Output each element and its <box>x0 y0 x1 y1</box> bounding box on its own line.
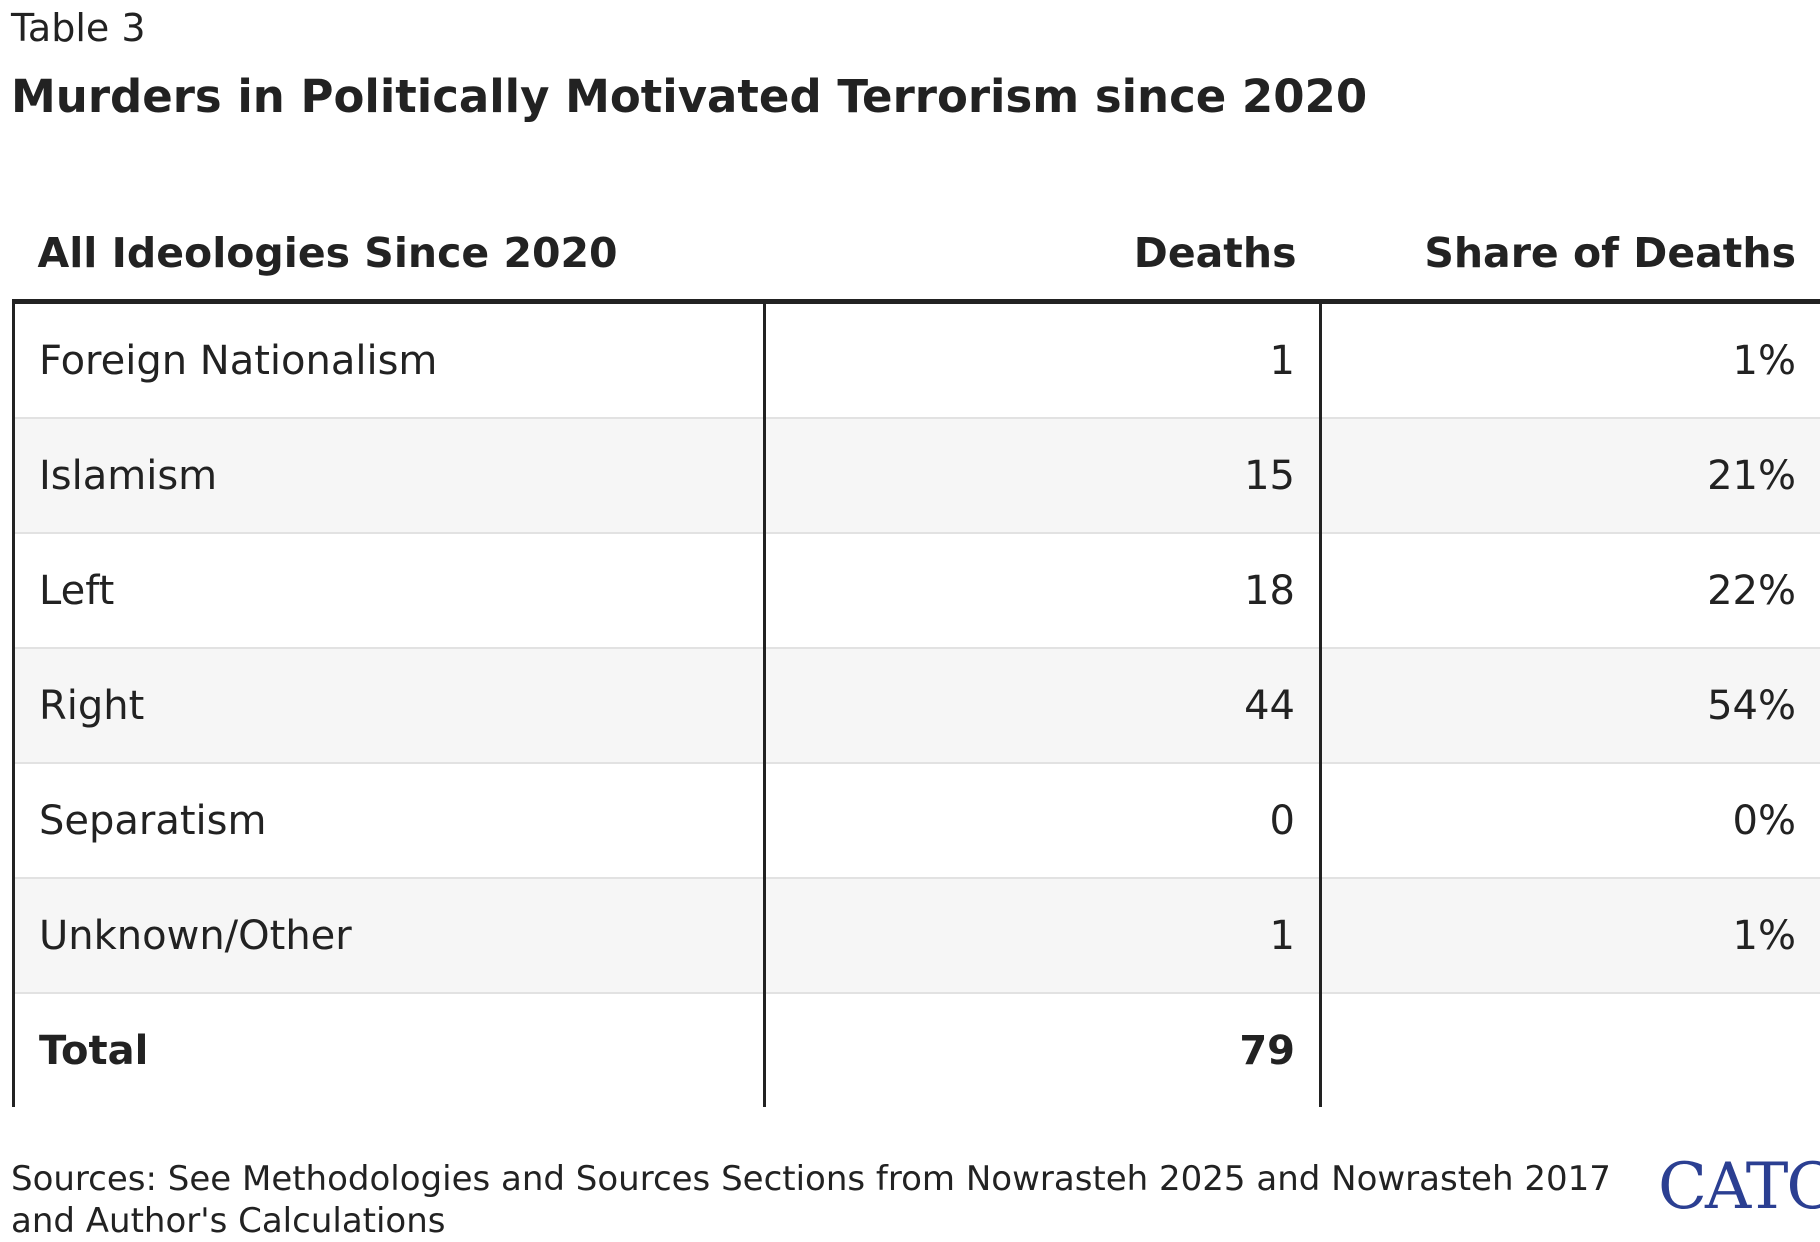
table-label: Table 3 <box>11 6 146 50</box>
table-cell: 22% <box>1321 533 1820 648</box>
table-cell: Total <box>14 993 765 1107</box>
table-cell: Separatism <box>14 763 765 878</box>
table-cell: 1 <box>765 302 1321 419</box>
column-header: Deaths <box>765 206 1321 302</box>
table-cell: 18 <box>765 533 1321 648</box>
table-cell: Left <box>14 533 765 648</box>
table-cell: 21% <box>1321 418 1820 533</box>
logo: CATO <box>1658 1150 1820 1224</box>
table-title: Murders in Politically Motivated Terrori… <box>11 70 1367 123</box>
table-cell: Foreign Nationalism <box>14 302 765 419</box>
column-header: All Ideologies Since 2020 <box>14 206 765 302</box>
table-cell: 1% <box>1321 302 1820 419</box>
table-cell: 1 <box>765 878 1321 993</box>
column-header: Share of Deaths <box>1321 206 1820 302</box>
table-cell: Right <box>14 648 765 763</box>
table-cell: 1% <box>1321 878 1820 993</box>
source-note: Sources: See Methodologies and Sources S… <box>11 1158 1621 1242</box>
table-cell: 79 <box>765 993 1321 1107</box>
table-cell: 44 <box>765 648 1321 763</box>
table-cell <box>1321 993 1820 1107</box>
table-cell: 15 <box>765 418 1321 533</box>
table-cell: 54% <box>1321 648 1820 763</box>
table-cell: 0% <box>1321 763 1820 878</box>
table-cell: 0 <box>765 763 1321 878</box>
table-cell: Islamism <box>14 418 765 533</box>
table-cell: Unknown/Other <box>14 878 765 993</box>
